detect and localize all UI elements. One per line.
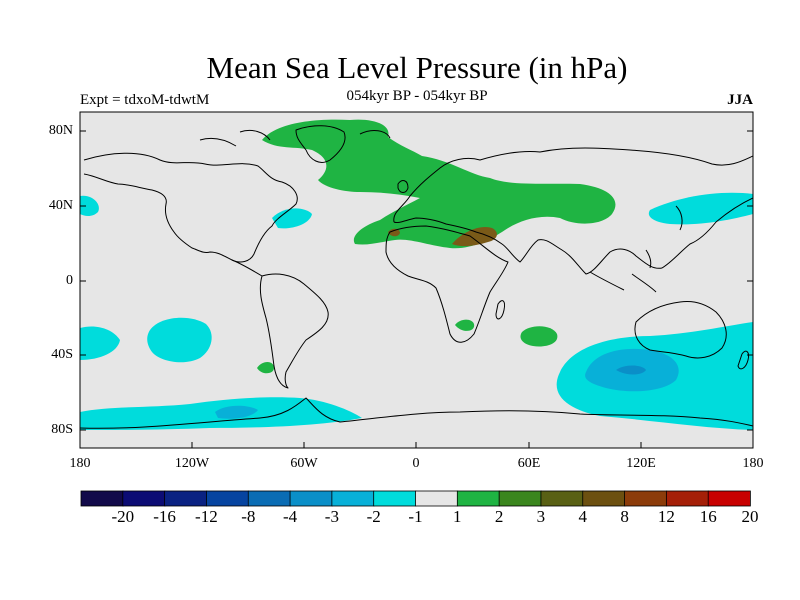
colorbar-swatch [331, 490, 375, 507]
lat-tick-label: 80S [51, 422, 73, 437]
coastline-africa [385, 225, 509, 343]
positive-anomaly-region-indian-ocean [520, 326, 558, 347]
negative-anomaly-region-north-atlantic [272, 208, 312, 229]
colorbar-label: -1 [408, 507, 423, 526]
lon-tick-label: 60E [517, 456, 541, 471]
coastline-southeast-asia [589, 249, 657, 293]
colorbar-label: 1 [453, 507, 462, 526]
lon-tick-label: 120E [626, 456, 656, 471]
coastline-south-america [259, 273, 329, 389]
colorbar-swatch [206, 490, 250, 507]
negative-anomaly-region-east-pacific [648, 192, 753, 225]
coastline-antarctica [80, 397, 753, 429]
colorbar-label: -2 [366, 507, 381, 526]
colorbar-swatch [122, 490, 166, 507]
strong-positive-anomaly-region-iberia [388, 228, 400, 237]
colorbar-label: 3 [536, 507, 546, 526]
pressure-anomaly-fields [80, 119, 753, 430]
colorbar-swatch [289, 490, 333, 507]
lat-tick-label: 80N [48, 123, 73, 138]
colorbar-swatch [498, 490, 542, 507]
colorbar-label: 20 [741, 507, 759, 526]
lat-tick-label: 40S [51, 347, 73, 362]
colorbar-label: -12 [195, 507, 218, 526]
lat-tick-label: 0 [66, 273, 73, 288]
colorbar-label: -3 [324, 507, 339, 526]
colorbar-swatch [456, 490, 500, 507]
colorbar-label: 8 [620, 507, 629, 526]
negative-anomaly-region-north-pacific [80, 195, 99, 216]
coastline-madagascar [495, 300, 505, 320]
coastline-new-zealand [737, 350, 749, 370]
colorbar-swatch [540, 490, 584, 507]
lon-tick-label: 180 [742, 456, 764, 471]
colorbar [80, 490, 751, 507]
map-panel [79, 111, 754, 449]
colorbar-swatch [164, 490, 208, 507]
season-label: JJA [727, 92, 753, 108]
colorbar-swatch [624, 490, 668, 507]
lon-tick-label: 120W [174, 456, 210, 471]
colorbar-swatch [247, 490, 291, 507]
coastline-british-isles [397, 180, 409, 193]
colorbar-swatch [373, 490, 417, 507]
deepest-negative-anomaly-region-south-indian [616, 365, 646, 375]
colorbar-label: -8 [241, 507, 256, 526]
positive-anomaly-region-arctic [262, 119, 616, 249]
colorbar-label: 12 [657, 507, 675, 526]
positive-anomaly-region-chile [257, 362, 274, 374]
colorbar-swatch [582, 490, 626, 507]
coastline-greenland [295, 125, 346, 163]
colorbar-label: 2 [494, 507, 504, 526]
lon-tick-label: 60W [290, 456, 318, 471]
experiment-label: Expt = tdxoM-tdwtM [80, 92, 210, 108]
coastline-central-america [231, 259, 263, 277]
strong-positive-anomaly-region-middle-east [452, 226, 497, 247]
coastline-north-america [83, 152, 298, 263]
colorbar-label: -16 [153, 507, 176, 526]
positive-anomaly-region-south-africa [455, 319, 475, 331]
colorbar-label: 4 [578, 507, 588, 526]
lon-tick-label: 180 [69, 456, 91, 471]
negative-anomaly-region-south-pacific-central [147, 317, 212, 363]
coastline-japan [675, 205, 683, 231]
coastline-australia [634, 301, 727, 359]
period-label: 054kyr BP - 054kyr BP [346, 88, 488, 104]
lon-tick-label: 0 [412, 456, 420, 471]
colorbar-swatch [80, 490, 124, 507]
lat-tick-label: 40N [48, 198, 73, 213]
coastline-arctic-islands [199, 129, 391, 147]
colorbar-label: -4 [283, 507, 298, 526]
colorbar-swatch [415, 490, 459, 507]
axis-tick-marks [80, 130, 753, 448]
colorbar-swatch [707, 490, 751, 507]
coastlines [80, 125, 753, 429]
map-title: Mean Sea Level Pressure (in hPa) [206, 50, 628, 85]
coastline-eurasia [393, 147, 753, 275]
deeper-negative-anomaly-region-south-pacific [215, 405, 258, 419]
colorbar-label: 16 [699, 507, 717, 526]
colorbar-label: -20 [111, 507, 135, 526]
colorbar-swatch [665, 490, 709, 507]
negative-anomaly-region-south-pacific-west [80, 326, 120, 360]
